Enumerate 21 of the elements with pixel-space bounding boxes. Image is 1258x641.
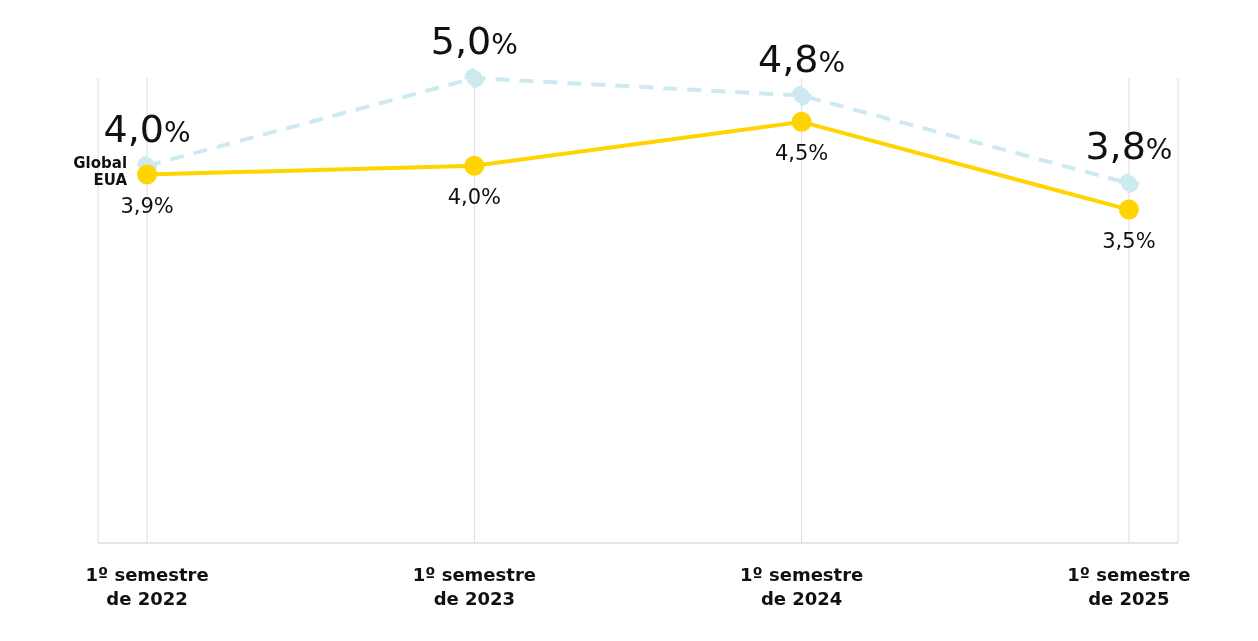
data-label: 4,0% (103, 106, 191, 151)
point (464, 68, 485, 88)
x-tick-label: 1º semestre de 2023 (412, 564, 536, 609)
point (1118, 199, 1139, 220)
point (464, 155, 485, 176)
point (1118, 173, 1139, 194)
x-tick-label: 1º semestre de 2025 (1067, 564, 1191, 609)
point (137, 164, 158, 185)
data-label: 4,0% (447, 184, 502, 209)
point (791, 85, 812, 106)
series-label: EUA (93, 170, 128, 189)
data-label: 3,5% (1102, 228, 1156, 253)
x-tick-label: 1º semestre de 2024 (740, 564, 864, 609)
data-label: 5,0% (430, 19, 518, 63)
series-label: Global (73, 153, 128, 172)
data-label: 3,8% (1085, 124, 1173, 169)
data-label: 4,8% (758, 36, 846, 81)
point (791, 111, 812, 132)
x-tick-label: 1º semestre de 2022 (85, 564, 209, 609)
data-label: 3,9% (120, 193, 174, 218)
data-label: 4,5% (774, 140, 829, 165)
